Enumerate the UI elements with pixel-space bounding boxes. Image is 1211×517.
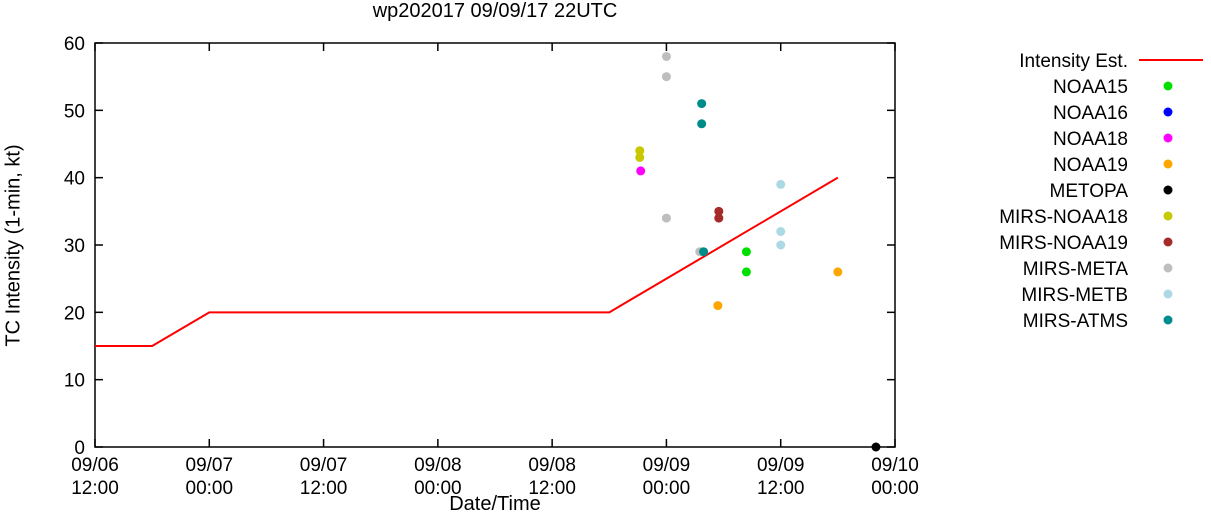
data-point-MIRS-META [661,72,671,82]
data-point-MIRS-NOAA18 [635,152,645,162]
legend-marker-MIRS-ATMS [1163,315,1173,325]
x-tick-label-time: 12:00 [528,478,576,499]
x-tick-label-date: 09/07 [300,455,348,476]
x-tick-label-time: 12:00 [71,478,119,499]
x-tick-label-date: 09/09 [757,455,805,476]
legend-label-MIRS-NOAA18: MIRS-NOAA18 [999,207,1128,228]
data-point-MIRS-METB [776,227,786,237]
y-tick-label: 30 [64,236,85,257]
x-tick-label-date: 09/09 [643,455,691,476]
y-tick-label: 10 [64,371,85,392]
y-tick-label: 50 [64,101,85,122]
x-tick-label-date: 09/07 [186,455,234,476]
data-point-MIRS-ATMS [697,119,707,129]
data-point-MIRS-ATMS [699,247,709,257]
y-tick-label: 20 [64,303,85,324]
legend-marker-NOAA16 [1163,107,1173,117]
x-tick-label-time: 12:00 [757,478,805,499]
data-point-NOAA19 [713,301,723,311]
data-point-MIRS-ATMS [697,99,707,109]
data-point-METOPA [871,442,881,452]
y-tick-label: 60 [64,34,85,55]
legend-label-MIRS-META: MIRS-META [1023,259,1129,280]
legend-label-NOAA18: NOAA18 [1053,129,1128,150]
y-tick-label: 0 [74,438,85,459]
legend-label-MIRS-ATMS: MIRS-ATMS [1023,311,1128,332]
data-point-MIRS-NOAA18 [635,146,645,156]
legend-label-intensity-est: Intensity Est. [1019,51,1128,72]
legend-marker-MIRS-META [1163,263,1173,273]
data-point-MIRS-METB [776,240,786,250]
data-point-MIRS-METB [776,179,786,189]
x-tick-label-time: 12:00 [300,478,348,499]
data-point-MIRS-NOAA19 [714,206,724,216]
legend-marker-METOPA [1163,185,1173,195]
legend-marker-MIRS-METB [1163,289,1173,299]
x-tick-label-time: 00:00 [414,478,462,499]
legend-label-NOAA15: NOAA15 [1053,77,1128,98]
data-point-NOAA18 [636,166,646,176]
y-tick-label: 40 [64,169,85,190]
data-point-NOAA19 [833,267,843,277]
legend-label-NOAA16: NOAA16 [1053,103,1128,124]
chart-title: wp202017 09/09/17 22UTC [372,0,618,22]
x-tick-label-date: 09/06 [71,455,119,476]
data-point-MIRS-META [661,213,671,223]
data-point-MIRS-META [661,51,671,61]
x-axis-label: Date/Time [449,493,541,515]
data-point-MIRS-NOAA19 [714,213,724,223]
x-tick-label-date: 09/10 [871,455,919,476]
x-tick-label-time: 00:00 [186,478,234,499]
x-tick-label-time: 00:00 [871,478,919,499]
legend-marker-NOAA19 [1163,159,1173,169]
intensity-estimate-line [95,176,839,347]
legend-label-MIRS-NOAA19: MIRS-NOAA19 [999,233,1128,254]
legend-label-MIRS-METB: MIRS-METB [1021,285,1128,306]
legend-marker-NOAA15 [1163,81,1173,91]
legend-label-METOPA: METOPA [1050,181,1129,202]
x-tick-label-time: 00:00 [643,478,691,499]
legend-label-NOAA19: NOAA19 [1053,155,1128,176]
legend-marker-NOAA18 [1163,133,1173,143]
data-point-NOAA15 [741,267,751,277]
data-point-NOAA15 [741,247,751,257]
legend-marker-MIRS-NOAA19 [1163,237,1173,247]
x-tick-label-date: 09/08 [528,455,576,476]
legend-marker-MIRS-NOAA18 [1163,211,1173,221]
plot-border [94,42,896,448]
x-tick-label-date: 09/08 [414,455,462,476]
